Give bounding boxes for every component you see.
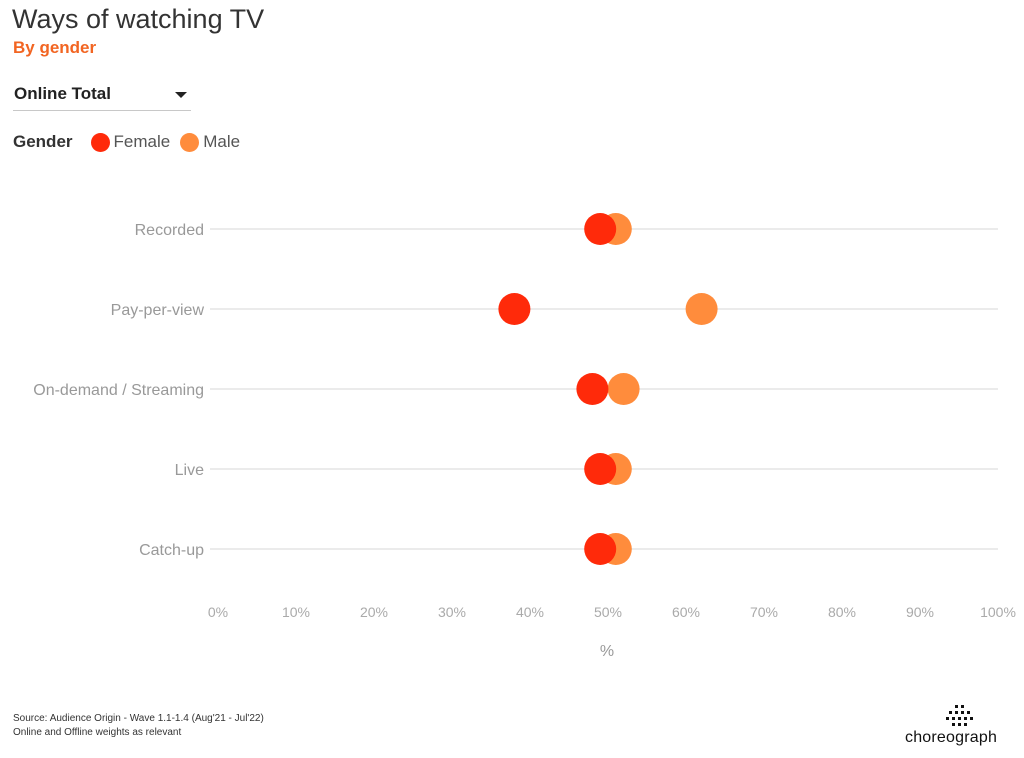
chart-plot: Recorded Pay-per-view On-demand / Streamin… (33, 213, 1016, 660)
chart-title: Ways of watching TV (12, 4, 265, 34)
data-point-female (498, 293, 531, 325)
category-label: Pay-per-view (111, 302, 205, 319)
x-tick-label: 0% (208, 604, 228, 620)
dropdown-selected-value: Online Total (14, 84, 111, 103)
x-tick-label: 30% (438, 604, 466, 620)
x-tick-label: 50% (594, 604, 622, 620)
legend-item-male[interactable]: Male (180, 132, 240, 152)
category-label: Recorded (135, 222, 204, 239)
legend-label-male: Male (203, 132, 241, 151)
data-point-female (576, 373, 609, 405)
x-tick-label: 40% (516, 604, 544, 620)
category-label: Catch-up (139, 542, 204, 559)
x-tick-label: 70% (750, 604, 778, 620)
legend-label-female: Female (113, 132, 171, 151)
logo-mark-icon (946, 705, 973, 726)
x-tick-label: 100% (980, 604, 1016, 620)
legend-swatch-female (90, 132, 110, 152)
data-point-male (607, 373, 640, 405)
weights-note: Online and Offline weights as relevant (13, 727, 182, 738)
legend-swatch-male (180, 132, 200, 152)
data-point-female (584, 213, 617, 245)
choreograph-logo: choreograph (905, 703, 1015, 749)
legend-title: Gender (13, 132, 73, 151)
source-line: Source: Audience Origin - Wave 1.1-1.4 (… (13, 713, 264, 724)
x-axis-title: % (600, 643, 614, 660)
x-tick-label: 60% (672, 604, 700, 620)
x-tick-label: 20% (360, 604, 388, 620)
category-label: On-demand / Streaming (33, 382, 204, 399)
x-tick-label: 90% (906, 604, 934, 620)
chevron-down-icon (175, 92, 187, 98)
source-note: Source: Audience Origin - Wave 1.1-1.4 (… (13, 712, 264, 740)
legend-item-female[interactable]: Female (90, 132, 171, 152)
data-point-male (685, 293, 718, 325)
data-point-female (584, 533, 617, 565)
legend: Gender Female Male (13, 130, 250, 154)
logo-text: choreograph (905, 729, 998, 746)
category-label: Live (175, 462, 204, 479)
x-tick-label: 80% (828, 604, 856, 620)
x-tick-label: 10% (282, 604, 310, 620)
chart-subtitle: By gender (13, 38, 97, 57)
population-dropdown[interactable]: Online Total (13, 82, 191, 111)
data-point-female (584, 453, 617, 485)
